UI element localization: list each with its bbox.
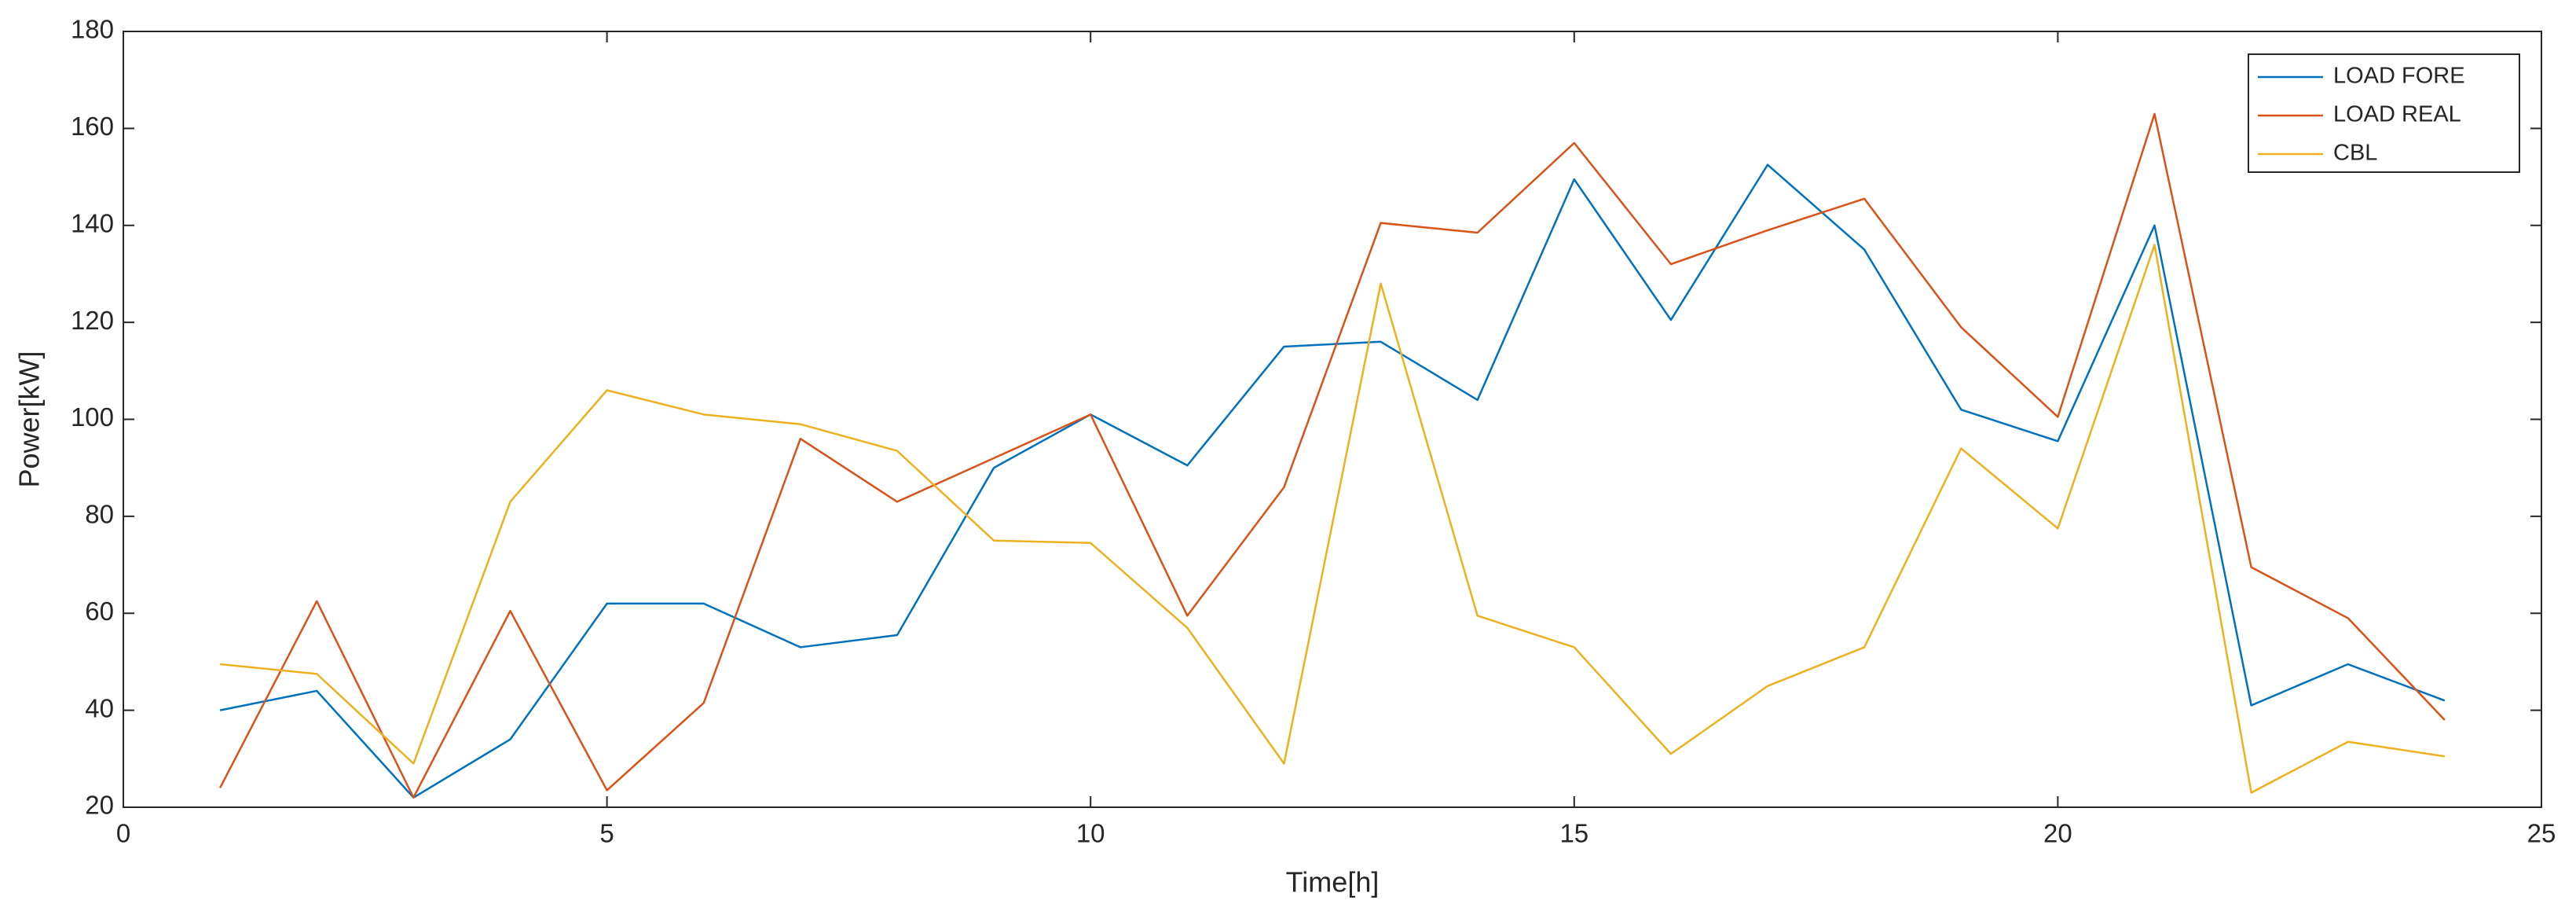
series-line <box>219 112 2446 799</box>
x-tick-label: 15 <box>1559 819 1588 848</box>
legend-label: LOAD REAL <box>2333 102 2461 127</box>
legend-label: CBL <box>2333 141 2377 166</box>
series-line <box>219 244 2446 794</box>
y-tick-label: 40 <box>85 693 114 722</box>
y-tick-label: 20 <box>85 791 114 820</box>
x-tick-label: 0 <box>116 819 130 848</box>
legend: LOAD FORE LOAD REAL CBL <box>2248 53 2520 173</box>
plot-area <box>123 31 2542 808</box>
y-tick-label: 100 <box>71 402 114 432</box>
legend-box <box>2248 53 2520 173</box>
y-tick-label: 60 <box>85 597 114 626</box>
x-tick-label: 25 <box>2527 819 2556 848</box>
y-tick-label: 180 <box>71 15 114 44</box>
x-axis-label: Time[h] <box>1286 866 1380 898</box>
y-tick-label: 120 <box>71 306 114 335</box>
x-tick-label: 20 <box>2043 819 2072 848</box>
x-tick-label: 5 <box>599 819 614 848</box>
x-tick-label: 10 <box>1076 819 1105 848</box>
legend-label: LOAD FORE <box>2333 64 2465 89</box>
y-tick-label: 140 <box>71 208 114 237</box>
y-axis-label: Power[kW] <box>13 351 46 487</box>
y-tick-label: 160 <box>71 112 114 141</box>
series-line <box>219 163 2446 799</box>
y-tick-label: 80 <box>85 500 114 529</box>
